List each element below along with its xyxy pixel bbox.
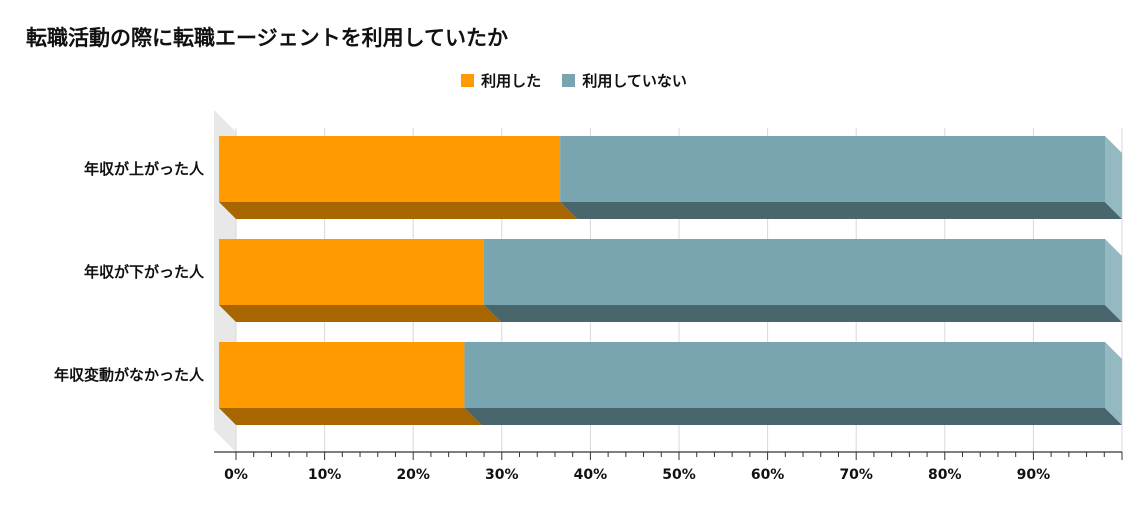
bar-end-cap-1 (1105, 239, 1122, 322)
bar-1-2 (464, 342, 1105, 408)
x-tick-label: 50% (662, 467, 696, 483)
x-tick-label: 90% (1017, 467, 1051, 483)
x-tick-label: 20% (396, 467, 430, 483)
x-tick-label: 70% (839, 467, 873, 483)
legend-item-not-used: 利用していない (562, 70, 687, 91)
category-label: 年収が下がった人 (84, 263, 205, 281)
bar-bottom-1-1 (483, 305, 1122, 322)
x-tick-label: 80% (928, 467, 962, 483)
bars (219, 136, 1122, 425)
bar-0-0 (219, 136, 561, 202)
legend-label-used: 利用した (481, 72, 542, 90)
x-tick-label: 60% (751, 467, 785, 483)
x-axis: 0% 10% 20% 30% 40% 50% 60% 70% 80% 90% (214, 451, 1123, 483)
bar-bottom-0-0 (219, 202, 578, 219)
x-tick-label: 0% (224, 467, 248, 483)
bar-bottom-0-1 (219, 305, 501, 322)
x-tick-label: 40% (574, 467, 608, 483)
bar-0-2 (219, 342, 465, 408)
bar-1-0 (560, 136, 1105, 202)
legend-swatch-not-used (562, 74, 576, 87)
bar-0-1 (219, 239, 484, 305)
bar-1-1 (483, 239, 1105, 305)
legend-swatch-used (461, 74, 475, 87)
legend-label-not-used: 利用していない (582, 72, 687, 90)
x-tick-label: 30% (485, 467, 519, 483)
legend: 利用した 利用していない (0, 70, 1148, 91)
bar-end-cap-0 (1105, 136, 1122, 219)
bar-bottom-0-2 (219, 408, 482, 425)
bar-end-cap-2 (1105, 342, 1122, 425)
x-tick-label: 10% (308, 467, 342, 483)
bar-bottom-1-0 (560, 202, 1122, 219)
category-label: 年収が上がった人 (84, 160, 205, 178)
chart-title: 転職活動の際に転職エージェントを利用していたか (26, 26, 508, 50)
bar-bottom-1-2 (464, 408, 1122, 425)
legend-item-used: 利用した (461, 70, 541, 91)
category-label: 年収変動がなかった人 (54, 366, 205, 384)
